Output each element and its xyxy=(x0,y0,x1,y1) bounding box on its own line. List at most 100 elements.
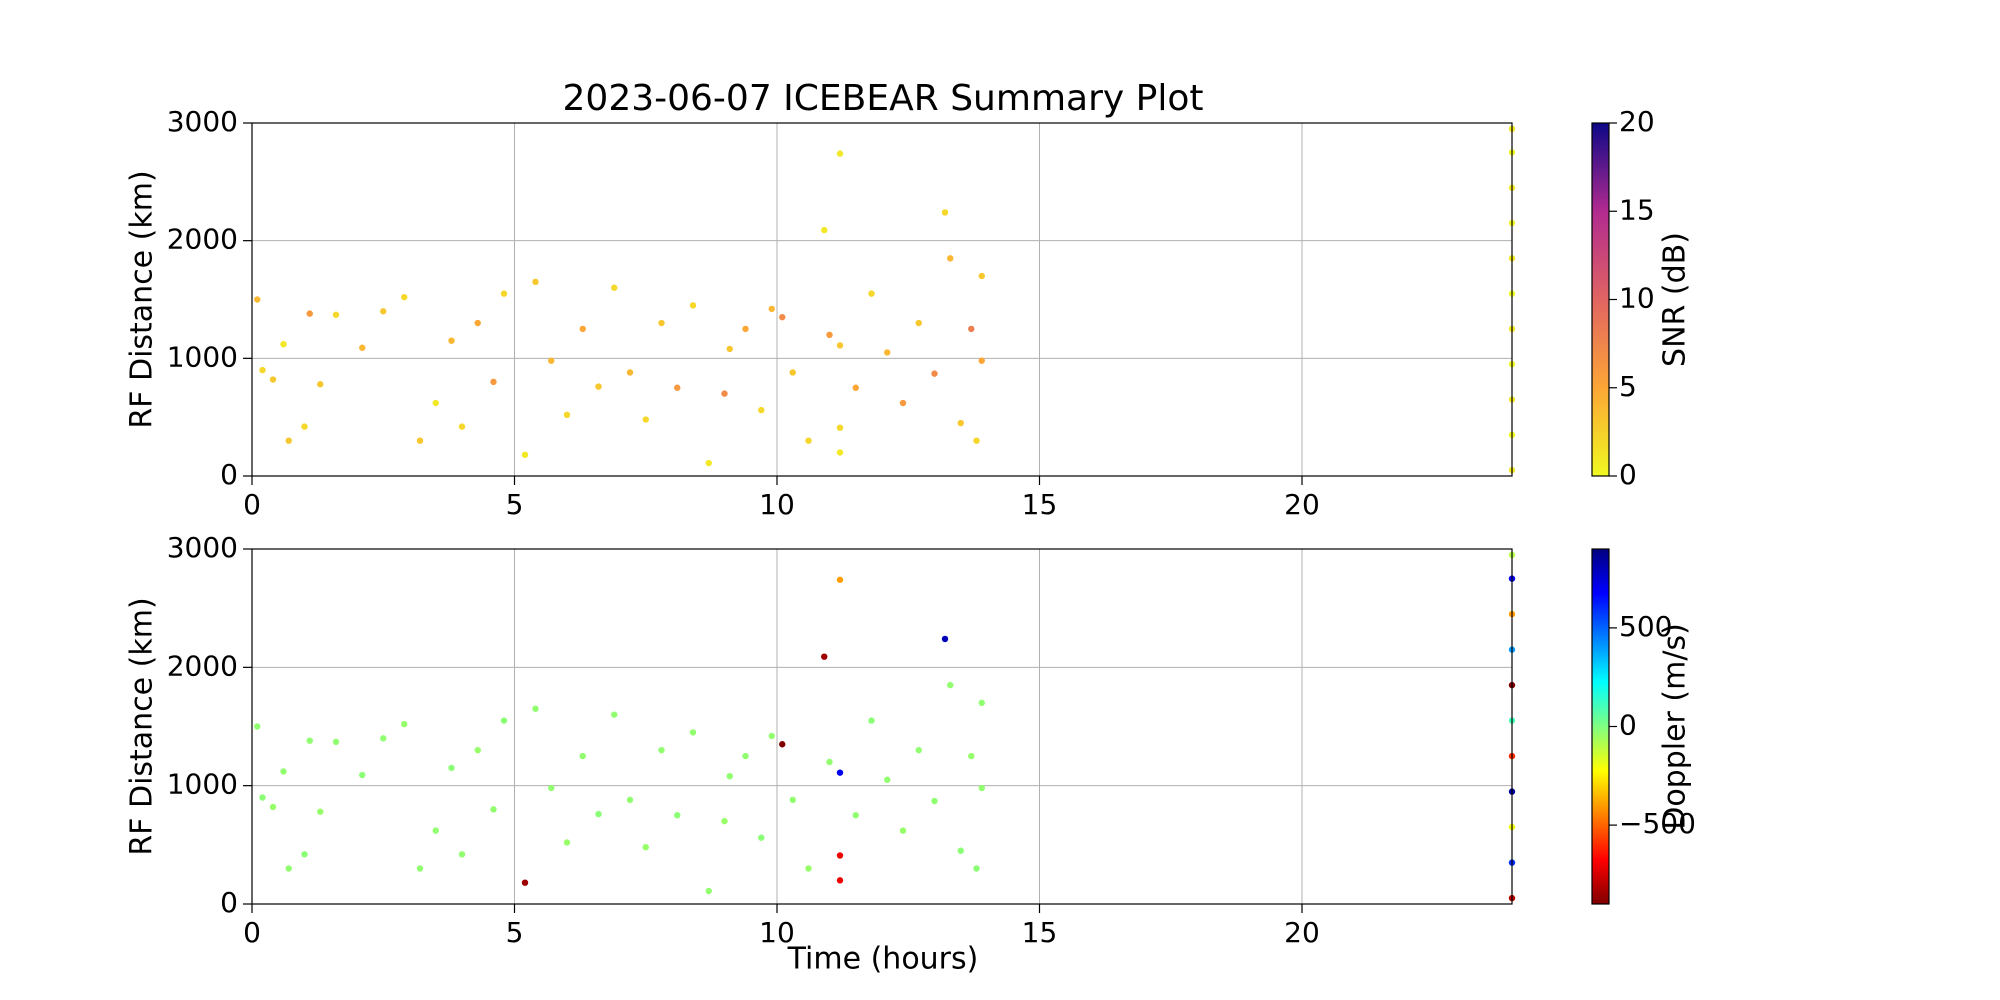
point xyxy=(474,319,481,327)
point xyxy=(899,399,907,407)
axes-frame xyxy=(251,548,1513,905)
point xyxy=(931,370,938,377)
point xyxy=(973,437,980,444)
point xyxy=(563,411,571,419)
point xyxy=(836,877,844,884)
point xyxy=(500,717,508,724)
point xyxy=(595,810,602,818)
point xyxy=(978,272,985,280)
point xyxy=(432,827,439,834)
point xyxy=(642,844,649,851)
x-axis-label: Time (hours) xyxy=(787,942,979,977)
point xyxy=(658,319,665,327)
point xyxy=(852,812,859,819)
colorbar-tick-label: 15 xyxy=(1619,193,1655,226)
point xyxy=(968,325,975,333)
point xyxy=(416,865,424,872)
point xyxy=(836,769,844,776)
point xyxy=(532,705,539,712)
point xyxy=(595,383,602,390)
point xyxy=(490,806,497,813)
colorbar-tick-label: 0 xyxy=(1619,458,1637,491)
point xyxy=(768,305,775,313)
point xyxy=(779,741,786,748)
point xyxy=(626,796,634,804)
colorbar-tick-label: 5 xyxy=(1619,370,1637,403)
point xyxy=(658,746,665,754)
point xyxy=(548,357,555,364)
point xyxy=(978,357,985,364)
y-tick-label: 1000 xyxy=(167,768,238,801)
point xyxy=(474,746,481,754)
point xyxy=(947,255,954,262)
point xyxy=(579,752,586,760)
point xyxy=(611,284,618,291)
point xyxy=(821,653,828,660)
point xyxy=(968,752,975,760)
colorbar xyxy=(1591,548,1610,905)
point xyxy=(280,768,287,775)
colorbar-label: Doppler (m/s) xyxy=(1658,623,1693,830)
point xyxy=(611,711,618,718)
point xyxy=(726,345,733,353)
colorbar-tick-label: 0 xyxy=(1619,709,1637,742)
point xyxy=(805,865,812,872)
point xyxy=(254,723,261,730)
colorbar-tick-label: 20 xyxy=(1619,105,1655,138)
colorbar-tick-label: 500 xyxy=(1619,610,1672,643)
point xyxy=(548,784,555,792)
y-tick-label: 0 xyxy=(220,458,238,491)
point xyxy=(563,839,571,846)
point xyxy=(836,150,844,157)
point xyxy=(978,784,985,792)
x-tick-label: 0 xyxy=(243,488,261,521)
point xyxy=(259,366,266,374)
colorbar-label: SNR (dB) xyxy=(1658,232,1693,367)
point xyxy=(301,851,308,858)
point xyxy=(521,451,529,459)
y-tick-label: 1000 xyxy=(167,340,238,373)
point xyxy=(957,419,964,427)
point xyxy=(301,423,308,430)
point xyxy=(359,344,366,351)
point xyxy=(448,764,455,772)
point xyxy=(674,384,681,391)
point xyxy=(931,797,938,805)
point xyxy=(317,808,324,815)
point xyxy=(768,732,775,740)
x-tick-label: 20 xyxy=(1284,916,1320,949)
y-axis-label: RF Distance (km) xyxy=(125,170,160,428)
point xyxy=(432,399,439,407)
point xyxy=(826,331,833,338)
point xyxy=(852,384,859,391)
point xyxy=(269,803,277,811)
point xyxy=(380,308,387,315)
point xyxy=(826,758,833,766)
point xyxy=(532,278,539,286)
point xyxy=(705,459,712,467)
point xyxy=(941,209,949,216)
point xyxy=(721,817,728,825)
point xyxy=(947,681,954,689)
point xyxy=(836,852,844,859)
point xyxy=(836,576,844,583)
y-tick-label: 0 xyxy=(220,886,238,919)
point xyxy=(579,325,586,333)
point xyxy=(742,325,749,333)
x-tick-label: 10 xyxy=(759,916,795,949)
point xyxy=(836,424,844,431)
point xyxy=(836,342,844,349)
point xyxy=(674,812,681,819)
point xyxy=(689,302,697,309)
point xyxy=(642,416,649,423)
point xyxy=(458,423,466,430)
point xyxy=(285,865,292,872)
colorbar-tick-label: −500 xyxy=(1619,807,1696,840)
point xyxy=(416,437,424,444)
point xyxy=(521,879,529,886)
point xyxy=(626,369,634,376)
x-tick-label: 15 xyxy=(1022,916,1058,949)
point xyxy=(332,738,340,746)
colorbar xyxy=(1591,122,1610,477)
y-tick-label: 3000 xyxy=(167,105,238,138)
